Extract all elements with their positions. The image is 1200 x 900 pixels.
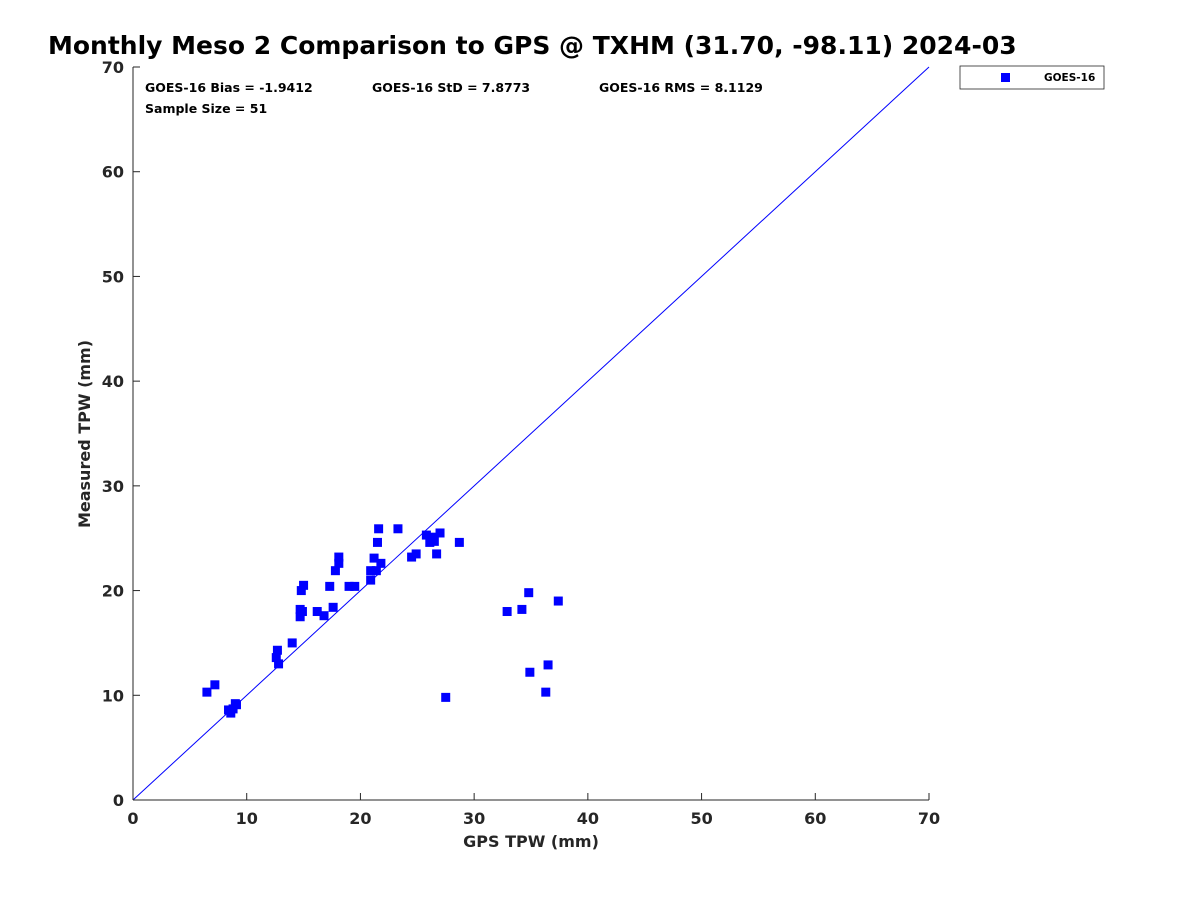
legend-marker-goes-16 [1001,73,1010,82]
x-tick-label: 10 [236,809,258,828]
chart-title: Monthly Meso 2 Comparison to GPS @ TXHM … [48,31,1017,60]
data-point [230,699,240,709]
x-tick-label: 40 [577,809,599,828]
data-point [297,607,307,617]
data-point [312,607,322,617]
one-to-one-reference-line [132,66,930,801]
legend-box [959,65,1105,90]
data-point [296,586,306,596]
stats-box: GOES-16 Bias = -1.9412 GOES-16 StD = 7.8… [145,80,763,116]
data-point [272,645,282,655]
y-tick-label: 70 [102,58,124,77]
data-point [328,602,338,612]
data-point [287,638,297,648]
y-tick-label: 0 [113,791,124,810]
data-point [411,549,421,559]
x-tick-label: 20 [349,809,371,828]
data-point [393,524,403,534]
data-point [421,530,431,540]
data-point [441,692,451,702]
data-point [432,549,442,559]
data-point [525,667,535,677]
data-point [502,607,512,617]
data-point [407,552,417,562]
x-axis-ticks: 0 10 20 30 40 50 60 70 [127,793,940,828]
data-point [524,588,534,598]
x-tick-label: 50 [690,809,712,828]
data-point [295,612,305,622]
data-point [271,653,281,663]
y-tick-label: 50 [102,267,124,286]
y-tick-label: 40 [102,372,124,391]
x-tick-label: 70 [918,809,940,828]
data-point [274,659,284,669]
data-point [541,687,551,697]
data-point [366,575,376,585]
data-point [325,581,335,591]
y-axis-label: Measured TPW (mm) [75,340,94,528]
y-tick-label: 60 [102,163,124,182]
data-point [517,604,527,614]
data-point [334,558,344,568]
x-tick-label: 30 [463,809,485,828]
data-point [435,528,445,538]
data-point [299,580,309,590]
y-tick-label: 30 [102,477,124,496]
x-axis-label: GPS TPW (mm) [463,832,599,851]
data-point [543,660,553,670]
data-point [376,558,386,568]
stat-bias: GOES-16 Bias = -1.9412 [145,80,313,95]
stat-sample-size: Sample Size = 51 [145,101,267,116]
x-tick-label: 60 [804,809,826,828]
stat-rms: GOES-16 RMS = 8.1129 [599,80,763,95]
legend-label-goes-16: GOES-16 [1044,72,1095,84]
data-point [350,581,360,591]
data-point [374,524,384,534]
data-point [202,687,212,697]
data-point [210,680,220,690]
stat-std: GOES-16 StD = 7.8773 [372,80,530,95]
plot-area: 0 10 20 30 40 50 60 70 0 10 20 30 40 50 60 70 [102,58,940,828]
data-point [366,566,376,576]
y-tick-label: 20 [102,582,124,601]
y-tick-label: 10 [102,686,124,705]
x-tick-label: 0 [127,809,138,828]
y-axis-ticks: 0 10 20 30 40 50 60 70 [102,58,140,810]
data-point [334,552,344,562]
data-points [202,524,563,718]
data-point [426,533,436,543]
data-point [454,537,464,547]
data-point [372,537,382,547]
data-point [344,581,354,591]
data-point [330,566,340,576]
data-point [319,611,329,621]
data-point [553,596,563,606]
legend: GOES-16 [959,65,1105,90]
data-point [369,553,379,563]
data-point [371,566,381,576]
